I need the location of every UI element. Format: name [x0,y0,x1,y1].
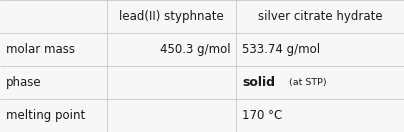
Text: (at STP): (at STP) [289,78,327,87]
Text: 533.74 g/mol: 533.74 g/mol [242,43,320,56]
Text: molar mass: molar mass [6,43,75,56]
Text: solid: solid [242,76,276,89]
Text: melting point: melting point [6,109,85,122]
Text: 170 °C: 170 °C [242,109,283,122]
Text: 450.3 g/mol: 450.3 g/mol [160,43,230,56]
Text: silver citrate hydrate: silver citrate hydrate [258,10,383,23]
Text: phase: phase [6,76,42,89]
Text: lead(II) styphnate: lead(II) styphnate [119,10,224,23]
